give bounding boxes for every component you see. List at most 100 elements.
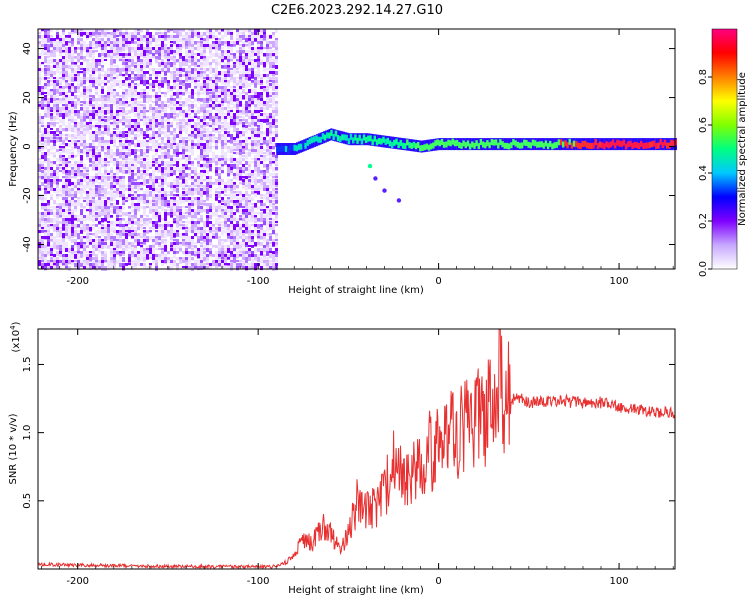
heatmap-cell: [221, 86, 224, 90]
heatmap-cell: [77, 77, 80, 82]
heatmap-cell: [152, 185, 155, 190]
heatmap-cell: [146, 200, 149, 204]
heatmap-cell: [155, 206, 158, 210]
heatmap-cell: [185, 140, 188, 145]
heatmap-cell: [146, 158, 149, 161]
heatmap-cell: [113, 194, 116, 198]
heatmap-cell: [203, 38, 206, 42]
heatmap-cell: [104, 101, 107, 106]
heatmap-cell: [230, 86, 233, 89]
heatmap-cell: [161, 206, 164, 211]
heatmap-cell: [131, 233, 134, 238]
heatmap-cell: [227, 29, 230, 33]
heatmap-cell: [107, 92, 110, 95]
heatmap-cell: [119, 95, 122, 97]
heatmap-cell: [146, 116, 149, 119]
heatmap-cell: [110, 32, 113, 35]
heatmap-cell: [65, 74, 68, 79]
heatmap-cell: [191, 32, 194, 36]
heatmap-cell: [185, 104, 188, 107]
heatmap-cell: [38, 179, 41, 184]
heatmap-cell: [197, 41, 200, 44]
heatmap-cell: [101, 161, 104, 164]
heatmap-cell: [260, 44, 263, 49]
heatmap-cell: [119, 236, 122, 239]
heatmap-cell: [83, 248, 86, 252]
heatmap-cell: [122, 182, 125, 185]
heatmap-cell: [242, 83, 245, 88]
heatmap-cell: [209, 134, 212, 137]
heatmap-cell: [254, 38, 257, 42]
heatmap-cell: [80, 188, 83, 192]
heatmap-cell: [116, 56, 119, 59]
heatmap-cell: [182, 74, 185, 77]
heatmap-cell: [179, 236, 182, 239]
heatmap-cell: [59, 107, 62, 111]
heatmap-cell: [122, 212, 125, 216]
heatmap-cell: [47, 218, 50, 223]
heatmap-cell: [164, 176, 167, 181]
heatmap-cell: [161, 251, 164, 255]
heatmap-cell: [218, 113, 221, 117]
heatmap-cell: [197, 218, 200, 223]
heatmap-cell: [185, 68, 188, 72]
heatmap-cell: [251, 140, 254, 145]
heatmap-cell: [182, 59, 185, 62]
heatmap-cell: [134, 209, 137, 214]
heatmap-cell: [269, 122, 272, 125]
heatmap-cell: [122, 239, 125, 243]
heatmap-cell: [176, 122, 179, 126]
heatmap-cell: [233, 56, 236, 59]
heatmap-cell: [167, 80, 170, 84]
heatmap-cell: [200, 152, 203, 156]
heatmap-cell: [191, 50, 194, 54]
heatmap-cell: [41, 86, 44, 91]
heatmap-cell: [209, 140, 212, 143]
heatmap-cell: [119, 134, 122, 139]
heatmap-cell: [44, 224, 47, 229]
heatmap-cell: [89, 116, 92, 121]
heatmap-cell: [146, 80, 149, 85]
heatmap-cell: [266, 131, 269, 135]
heatmap-cell: [152, 119, 155, 123]
heatmap-cell: [134, 107, 137, 112]
heatmap-cell: [227, 245, 230, 250]
heatmap-cell: [113, 68, 116, 71]
heatmap-cell: [71, 68, 74, 73]
heatmap-cell: [131, 263, 134, 267]
heatmap-cell: [41, 137, 44, 142]
heatmap-cell: [272, 182, 275, 186]
heatmap-cell: [107, 101, 110, 104]
heatmap-cell: [122, 191, 125, 196]
heatmap-cell: [98, 44, 101, 48]
heatmap-cell: [98, 80, 101, 83]
heatmap-cell: [266, 44, 269, 49]
heatmap-cell: [110, 248, 113, 251]
heatmap-cell: [242, 32, 245, 36]
heatmap-cell: [44, 197, 47, 201]
heatmap-cell: [56, 224, 59, 229]
heatmap-cell: [176, 161, 179, 165]
heatmap-cell: [134, 89, 137, 94]
heatmap-cell: [59, 212, 62, 216]
heatmap-cell: [224, 221, 227, 226]
heatmap-cell: [206, 113, 209, 117]
heatmap-cell: [194, 134, 197, 139]
heatmap-cell: [269, 251, 272, 254]
heatmap-cell: [266, 62, 269, 65]
heatmap-cell: [254, 104, 257, 107]
heatmap-cell: [188, 95, 191, 100]
heatmap-cell: [44, 50, 47, 54]
heatmap-cell: [236, 206, 239, 209]
heatmap-cell: [176, 203, 179, 208]
heatmap-cell: [62, 44, 65, 49]
heatmap-cell: [92, 254, 95, 256]
heatmap-cell: [173, 233, 176, 238]
heatmap-cell: [137, 221, 140, 226]
heatmap-cell: [125, 161, 128, 164]
heatmap-cell: [215, 119, 218, 123]
heatmap-cell: [248, 230, 251, 234]
heatmap-cell: [233, 164, 236, 169]
heatmap-cell: [164, 179, 167, 184]
heatmap-cell: [77, 173, 80, 177]
